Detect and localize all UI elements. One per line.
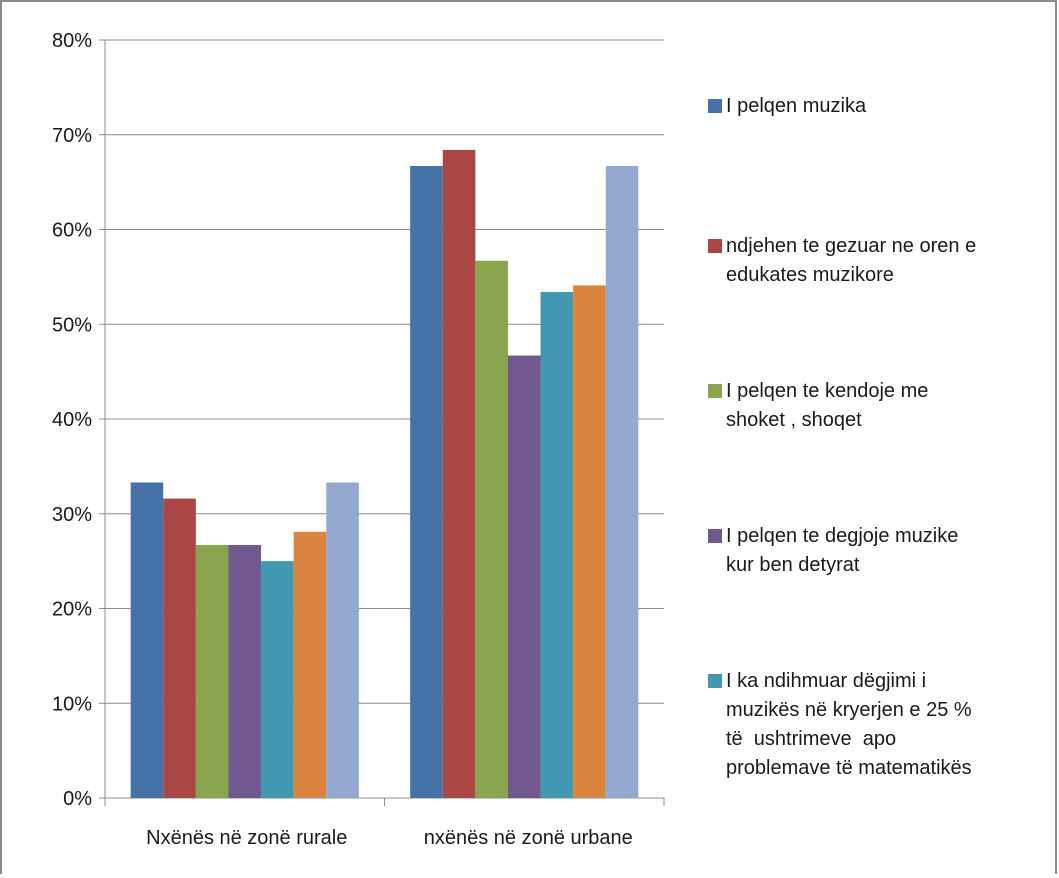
legend-swatch [708, 674, 722, 688]
legend-swatch [708, 239, 722, 253]
legend-label-line: I pelqen muzika [726, 95, 867, 117]
legend-label-line: I pelqen te degjoje muzike [726, 525, 959, 547]
legend-label-line: kur ben detyrat [726, 554, 860, 576]
legend-label-line: I ka ndihmuar dëgjimi i [726, 670, 927, 692]
y-tick-label: 0% [63, 788, 92, 810]
x-category-label: Nxënës në zonë rurale [146, 827, 347, 849]
bar [130, 482, 164, 798]
legend-item: I pelqen te degjoje muzike kur ben detyra… [708, 522, 1048, 580]
legend-item: I ka ndihmuar dëgjimi i muzikës në kryerj… [708, 667, 1048, 783]
y-tick-label: 60% [52, 220, 92, 242]
y-tick-label: 20% [52, 599, 92, 621]
legend-item: I pelqen muzika [708, 92, 1048, 121]
legend-label-line: muzikës në kryerjen e 25 % [726, 699, 972, 721]
legend-label-line: të ushtrimeve apo [726, 728, 897, 750]
y-tick-label: 70% [52, 125, 92, 147]
bar [507, 355, 541, 798]
legend-label-line: problemave të matematikës [726, 757, 972, 779]
bar [540, 292, 574, 798]
legend-label-line: I pelqen te kendoje me [726, 380, 929, 402]
x-category-label: nxënës në zonë urbane [424, 827, 633, 849]
y-tick-label: 50% [52, 314, 92, 336]
bar [326, 482, 359, 798]
legend-swatch [708, 384, 722, 398]
legend-swatch [708, 529, 722, 543]
bar [573, 285, 606, 799]
bar [163, 498, 196, 798]
y-tick-label: 30% [52, 504, 92, 526]
legend-swatch [708, 99, 722, 113]
y-tick-label: 10% [52, 693, 92, 715]
y-tick-label: 40% [52, 409, 92, 431]
bar [293, 531, 327, 798]
legend-item: ndjehen te gezuar ne oren e edukates muzi… [708, 232, 1048, 290]
legend-label-line: edukates muzikore [726, 264, 894, 286]
y-tick-label: 80% [52, 30, 92, 52]
legend-item: I pelqen te kendoje me shoket , shoqet [708, 377, 1048, 435]
legend-label-line: shoket , shoqet [726, 409, 862, 431]
bar [195, 545, 229, 798]
bar [261, 561, 294, 798]
bar [605, 166, 639, 798]
bar [410, 166, 443, 798]
legend-label-line: ndjehen te gezuar ne oren e [726, 235, 977, 257]
bar [228, 545, 262, 798]
bar [475, 260, 508, 799]
bar [442, 149, 476, 798]
